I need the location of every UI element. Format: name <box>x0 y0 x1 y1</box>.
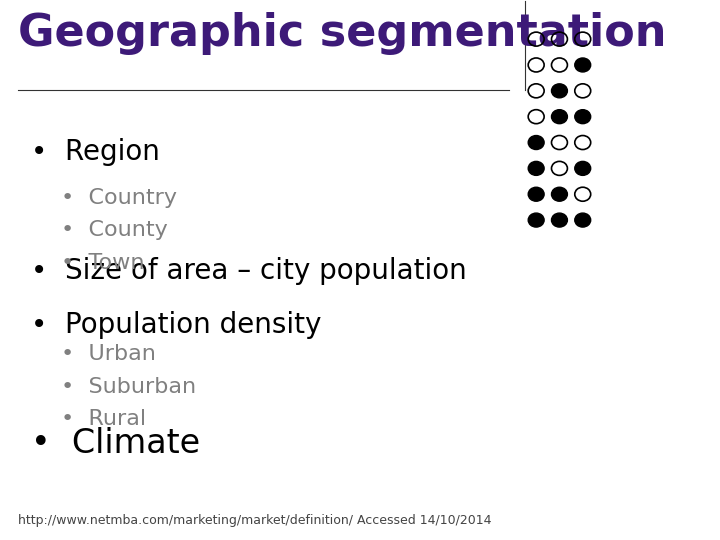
Text: Geographic segmentation: Geographic segmentation <box>19 12 667 55</box>
Text: •  Rural: • Rural <box>61 409 146 429</box>
Circle shape <box>528 213 544 227</box>
Text: •  Climate: • Climate <box>31 427 199 460</box>
Text: •  Town: • Town <box>61 253 145 273</box>
Circle shape <box>575 213 590 227</box>
Circle shape <box>528 187 544 201</box>
Circle shape <box>552 84 567 98</box>
Circle shape <box>528 161 544 176</box>
Text: •  Region: • Region <box>31 138 160 166</box>
Circle shape <box>575 58 590 72</box>
Text: http://www.netmba.com/marketing/market/definition/ Accessed 14/10/2014: http://www.netmba.com/marketing/market/d… <box>19 514 492 526</box>
Text: •  Country: • Country <box>61 188 177 208</box>
Text: •  Suburban: • Suburban <box>61 376 197 396</box>
Circle shape <box>552 110 567 124</box>
Text: •  Urban: • Urban <box>61 344 156 364</box>
Circle shape <box>552 213 567 227</box>
Circle shape <box>528 136 544 150</box>
Circle shape <box>575 161 590 176</box>
Circle shape <box>552 187 567 201</box>
Text: •  Size of area – city population: • Size of area – city population <box>31 256 467 285</box>
Text: •  County: • County <box>61 220 168 240</box>
Circle shape <box>575 110 590 124</box>
Text: •  Population density: • Population density <box>31 310 321 339</box>
